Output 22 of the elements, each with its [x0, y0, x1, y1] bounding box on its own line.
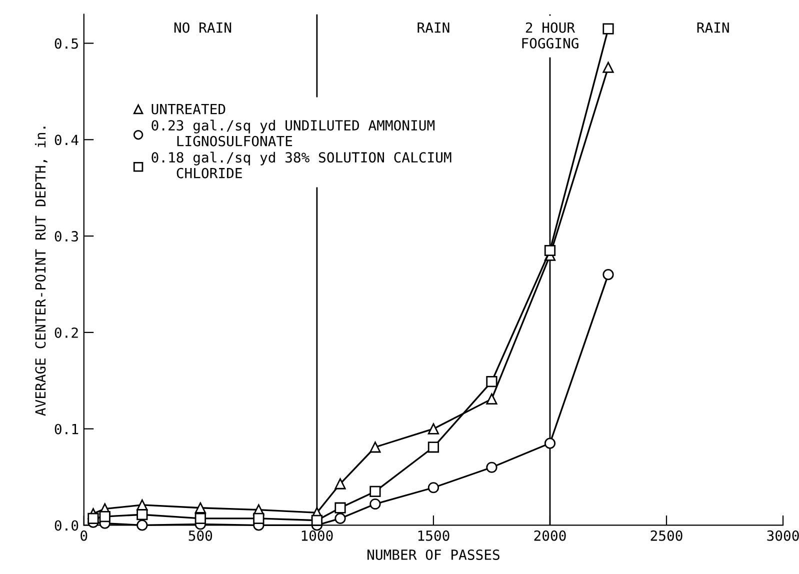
annotation: RAIN [697, 22, 729, 33]
legend-label: UNTREATED [152, 104, 226, 114]
x-tick-label: 2000 [534, 530, 566, 541]
x-tick-label: 1000 [302, 530, 333, 541]
annotation: RAIN [418, 22, 450, 33]
legend-label: 0.18 gal./sq yd 38% SOLUTION CALCIUM CHLORIDE [152, 152, 452, 178]
annotation: NO RAIN [174, 22, 232, 33]
legend-label: 0.23 gal./sq yd UNDILUTED AMMONIUM LIGNOSULFONATE [152, 120, 434, 146]
x-tick-label: 1500 [418, 530, 450, 541]
y-tick-label: 0.0 [54, 520, 78, 531]
y-axis-title: AVERAGE CENTER-POINT RUT DEPTH, in. [34, 126, 48, 416]
x-tick-label: 3000 [767, 530, 799, 541]
ref-line-label: 2 HOUR FOGGING [522, 22, 578, 48]
y-tick-label: 0.3 [54, 231, 78, 242]
x-tick-label: 0 [80, 530, 88, 541]
x-tick-label: 500 [188, 530, 212, 541]
y-tick-label: 0.2 [54, 327, 78, 338]
y-tick-label: 0.1 [54, 424, 78, 434]
x-axis-title: NUMBER OF PASSES [368, 549, 500, 560]
y-tick-label: 0.5 [54, 38, 78, 49]
y-tick-label: 0.4 [54, 134, 78, 146]
x-tick-label: 2500 [650, 530, 682, 541]
